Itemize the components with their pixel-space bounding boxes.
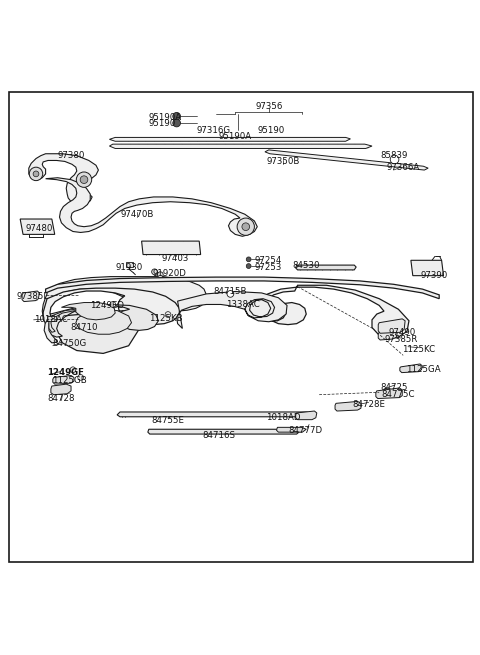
Polygon shape bbox=[378, 319, 405, 333]
Text: 84755E: 84755E bbox=[152, 416, 184, 425]
Polygon shape bbox=[335, 402, 361, 411]
Circle shape bbox=[152, 269, 157, 274]
Text: 95190: 95190 bbox=[258, 126, 285, 135]
Text: 1125KC: 1125KC bbox=[402, 345, 435, 354]
Polygon shape bbox=[109, 138, 350, 141]
Circle shape bbox=[80, 176, 88, 183]
Text: 1018AD: 1018AD bbox=[266, 413, 300, 422]
Polygon shape bbox=[43, 288, 180, 328]
Text: 97403: 97403 bbox=[162, 254, 190, 263]
Text: 84777D: 84777D bbox=[288, 426, 323, 435]
Text: 97254: 97254 bbox=[254, 256, 282, 265]
Polygon shape bbox=[376, 388, 402, 398]
Text: 95190A: 95190A bbox=[218, 132, 252, 141]
Polygon shape bbox=[53, 375, 74, 384]
Text: 1125GB: 1125GB bbox=[52, 376, 86, 384]
Circle shape bbox=[246, 264, 251, 269]
Circle shape bbox=[390, 155, 399, 164]
Polygon shape bbox=[29, 154, 98, 204]
Polygon shape bbox=[46, 178, 257, 236]
Text: 95190A: 95190A bbox=[149, 113, 182, 122]
Text: 1249ED: 1249ED bbox=[90, 301, 123, 310]
Text: 97490: 97490 bbox=[389, 328, 416, 337]
Bar bbox=[47, 316, 56, 321]
Text: 84715B: 84715B bbox=[214, 288, 247, 297]
Text: 97356: 97356 bbox=[255, 102, 283, 111]
Polygon shape bbox=[265, 150, 428, 170]
Text: 97390: 97390 bbox=[421, 271, 448, 280]
Polygon shape bbox=[296, 265, 356, 270]
Polygon shape bbox=[49, 305, 158, 337]
Text: 1249GF: 1249GF bbox=[47, 368, 84, 377]
Circle shape bbox=[227, 291, 234, 297]
Text: 97385L: 97385L bbox=[17, 292, 49, 301]
Polygon shape bbox=[117, 412, 310, 417]
Circle shape bbox=[33, 171, 39, 177]
Polygon shape bbox=[51, 384, 71, 395]
Circle shape bbox=[237, 218, 254, 235]
Circle shape bbox=[78, 375, 84, 381]
Circle shape bbox=[29, 167, 43, 181]
Circle shape bbox=[246, 257, 251, 262]
Text: 1338AC: 1338AC bbox=[226, 301, 259, 309]
Text: 91920D: 91920D bbox=[153, 269, 187, 278]
Circle shape bbox=[110, 301, 116, 307]
Circle shape bbox=[157, 272, 163, 278]
Text: 84750G: 84750G bbox=[53, 339, 87, 348]
Circle shape bbox=[76, 172, 92, 187]
Polygon shape bbox=[22, 291, 39, 301]
Text: 84775C: 84775C bbox=[382, 390, 415, 399]
Circle shape bbox=[242, 223, 250, 231]
Polygon shape bbox=[177, 291, 287, 328]
Polygon shape bbox=[296, 411, 317, 420]
Polygon shape bbox=[44, 310, 133, 348]
Polygon shape bbox=[142, 241, 201, 255]
Polygon shape bbox=[276, 427, 306, 432]
Text: 91930: 91930 bbox=[115, 263, 142, 272]
Polygon shape bbox=[411, 260, 444, 276]
Text: 97380: 97380 bbox=[57, 151, 85, 160]
Text: 84710: 84710 bbox=[70, 323, 98, 332]
Text: 84728: 84728 bbox=[48, 394, 75, 403]
Polygon shape bbox=[109, 144, 372, 149]
Polygon shape bbox=[42, 276, 206, 322]
Text: 1125GA: 1125GA bbox=[406, 365, 441, 374]
Text: 97470B: 97470B bbox=[120, 210, 154, 219]
Polygon shape bbox=[49, 309, 132, 334]
Circle shape bbox=[70, 367, 76, 373]
Polygon shape bbox=[46, 277, 439, 299]
Text: 84728E: 84728E bbox=[352, 400, 385, 409]
Text: 97366A: 97366A bbox=[386, 162, 420, 172]
Bar bbox=[126, 262, 133, 267]
Circle shape bbox=[165, 312, 171, 318]
Text: 84530: 84530 bbox=[292, 261, 320, 270]
Text: 85839: 85839 bbox=[380, 151, 408, 160]
Polygon shape bbox=[400, 364, 422, 373]
Text: 97350B: 97350B bbox=[266, 157, 300, 166]
Polygon shape bbox=[50, 310, 140, 354]
Text: 84725: 84725 bbox=[381, 383, 408, 392]
Text: 97480: 97480 bbox=[25, 224, 53, 233]
Polygon shape bbox=[148, 429, 300, 434]
Polygon shape bbox=[61, 303, 115, 320]
Polygon shape bbox=[257, 286, 409, 338]
Text: 95190: 95190 bbox=[149, 119, 176, 128]
Polygon shape bbox=[20, 219, 55, 234]
Text: 97316G: 97316G bbox=[196, 126, 231, 135]
Text: 84716S: 84716S bbox=[203, 432, 235, 440]
Text: 97385R: 97385R bbox=[384, 335, 418, 345]
Circle shape bbox=[173, 119, 180, 127]
Text: 1018AC: 1018AC bbox=[34, 315, 67, 324]
Text: 97253: 97253 bbox=[254, 263, 282, 272]
Text: 1125KB: 1125KB bbox=[149, 314, 182, 324]
Polygon shape bbox=[378, 329, 397, 340]
Circle shape bbox=[173, 113, 180, 120]
